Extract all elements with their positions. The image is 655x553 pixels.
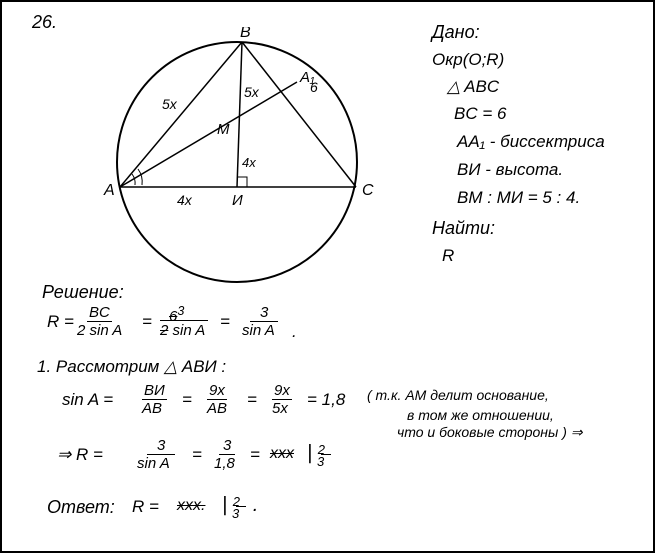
- result-final: | 23: [307, 442, 332, 465]
- svg-text:C: C: [362, 182, 374, 199]
- given-line4: AA₁ - биссектриса: [457, 132, 605, 152]
- formula1-dot: .: [292, 322, 297, 342]
- given-line3: BC = 6: [454, 104, 506, 124]
- step1-text: 1. Рассмотрим △ ABИ :: [37, 357, 226, 377]
- formula1-p1: BC: [87, 304, 112, 322]
- sina-eq2: =: [247, 390, 257, 410]
- result-arrow: ⇒ R =: [57, 445, 103, 465]
- svg-text:A: A: [103, 182, 115, 199]
- formula1-p3: 3: [250, 304, 278, 322]
- formula1-eq1: =: [142, 312, 152, 332]
- answer-strike: xxx.: [177, 497, 205, 515]
- svg-text:B: B: [240, 27, 251, 41]
- svg-text:5x: 5x: [244, 84, 260, 100]
- result-p2d: 1,8: [214, 455, 235, 472]
- formula1-lhs: R =: [47, 312, 74, 332]
- sina-p1d: AB: [142, 400, 162, 417]
- result-eq2: =: [250, 445, 260, 465]
- sina-res: = 1,8: [307, 390, 345, 410]
- sina-p2: 9x: [207, 382, 227, 400]
- given-line6: BM : MИ = 5 : 4.: [457, 188, 580, 208]
- find-title: Найти:: [432, 218, 495, 239]
- problem-number: 26.: [32, 12, 57, 33]
- result-p1: 3: [147, 437, 175, 455]
- find-target: R: [442, 246, 454, 266]
- formula1-eq2: =: [220, 312, 230, 332]
- page-root: { "problem_number": "26.", "given": { "t…: [2, 2, 653, 551]
- solution-title: Решение:: [42, 282, 124, 303]
- answer-label: Ответ:: [47, 497, 115, 518]
- answer-text: R =: [132, 497, 159, 517]
- given-line1: Окр(О;R): [432, 50, 504, 70]
- formula1-p3d: sin A: [242, 322, 275, 339]
- svg-text:6: 6: [310, 79, 318, 95]
- sina-p1: BИ: [142, 382, 167, 400]
- note1: ( т.к. AM делит основание,: [367, 387, 549, 403]
- geometry-diagram: A B C A₁ M И 5x 5x 4x 4x 6: [72, 27, 402, 287]
- svg-text:4x: 4x: [177, 192, 193, 208]
- result-strike: xxx: [270, 445, 294, 463]
- given-line5: BИ - высота.: [457, 160, 563, 180]
- sina-p2d: AB: [207, 400, 227, 417]
- given-line2: △ ABC: [447, 77, 499, 97]
- formula1-frac2-bar: [160, 320, 208, 321]
- result-p2: 3: [219, 437, 235, 455]
- formula1-p2d: 2 sin A: [160, 322, 205, 339]
- svg-text:M: M: [217, 121, 230, 138]
- sina-p3: 9x: [272, 382, 292, 400]
- result-p1d: sin A: [137, 455, 170, 472]
- note2: в том же отношении,: [407, 407, 554, 423]
- given-title: Дано:: [432, 22, 480, 43]
- result-eq1: =: [192, 445, 202, 465]
- svg-text:4x: 4x: [242, 155, 256, 170]
- answer-value: | 23 .: [222, 494, 258, 517]
- svg-text:И: И: [232, 192, 243, 209]
- note3: что и боковые стороны ) ⇒: [397, 424, 583, 441]
- svg-text:5x: 5x: [162, 96, 178, 112]
- sina-eq1: =: [182, 390, 192, 410]
- sina-lhs: sin A =: [62, 390, 113, 410]
- formula1-p1d: 2 sin A: [77, 322, 122, 339]
- sina-p3d: 5x: [272, 400, 288, 417]
